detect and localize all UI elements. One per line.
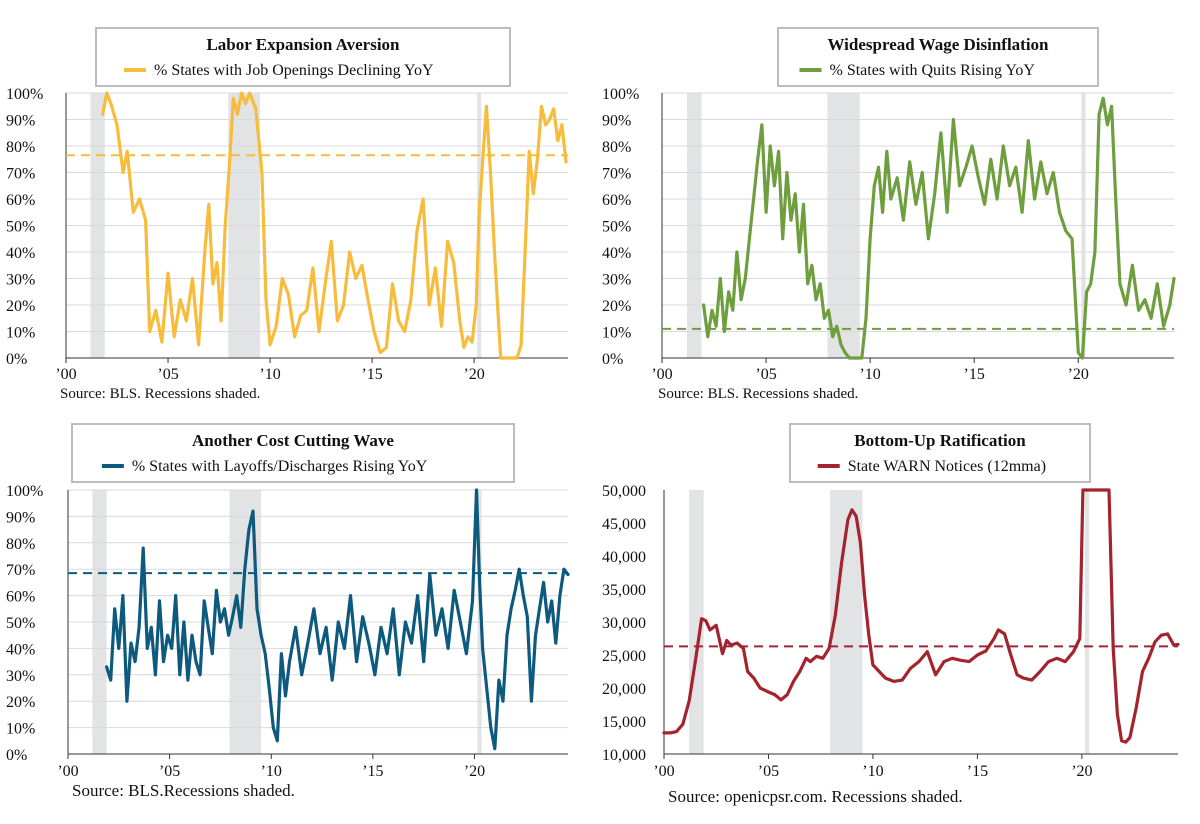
y-tick-label: 40,000	[602, 549, 646, 566]
legend-box	[71, 423, 515, 483]
y-tick-label: 70%	[6, 562, 35, 579]
y-tick-label: 10%	[602, 325, 631, 342]
y-tick-label: 20%	[6, 298, 35, 315]
y-tick-label: 80%	[6, 139, 35, 156]
y-tick-label: 50,000	[602, 483, 646, 500]
y-tick-label: 30%	[6, 668, 35, 685]
y-tick-label: 10,000	[602, 747, 646, 764]
y-tick-label: 100%	[6, 86, 43, 103]
x-tick-label: ’05	[159, 763, 180, 780]
legend-label: % States with Quits Rising YoY	[830, 62, 1036, 79]
x-tick-label: ’05	[157, 366, 178, 383]
y-tick-label: 70%	[602, 166, 631, 183]
y-tick-label: 40%	[6, 245, 35, 262]
legend-label: % States with Job Openings Declining YoY	[154, 62, 434, 79]
y-tick-label: 25,000	[602, 648, 646, 665]
legend-box	[95, 27, 511, 87]
x-tick-label: ’00	[653, 763, 674, 780]
y-tick-label: 30%	[6, 272, 35, 289]
legend-box	[777, 27, 1099, 87]
y-tick-label: 0%	[602, 351, 623, 368]
y-tick-label: 30,000	[602, 615, 646, 632]
y-tick-label: 100%	[602, 86, 639, 103]
series-line	[702, 96, 1176, 360]
y-tick-label: 10%	[6, 325, 35, 342]
y-tick-label: 50%	[6, 615, 35, 632]
recession-shade	[1085, 490, 1090, 754]
x-tick-label: ’20	[1071, 763, 1092, 780]
y-tick-label: 35,000	[602, 582, 646, 599]
y-tick-label: 90%	[602, 113, 631, 130]
chart-title: Bottom-Up Ratification	[854, 431, 1026, 450]
chart-panel-2: 0% 10% 20% 30% 40% 50% 60% 70% 80% 90% 100% ’00 ’05 ’…	[602, 27, 1176, 402]
x-tick-label: ’00	[55, 366, 76, 383]
y-tick-label: 50%	[602, 219, 631, 236]
legend-label: % States with Layoffs/Discharges Rising …	[132, 458, 428, 475]
y-tick-label: 15,000	[602, 714, 646, 731]
x-tick-label: ’10	[859, 366, 880, 383]
y-tick-label: 50%	[6, 219, 35, 236]
y-tick-label: 80%	[6, 536, 35, 553]
x-tick-label: ’10	[261, 763, 282, 780]
y-tick-label: 20%	[602, 298, 631, 315]
x-tick-label: ’05	[755, 366, 776, 383]
y-tick-label: 100%	[6, 483, 43, 500]
series-line	[101, 91, 568, 360]
y-tick-label: 60%	[602, 192, 631, 209]
y-tick-label: 30%	[602, 272, 631, 289]
chart-title: Widespread Wage Disinflation	[827, 35, 1049, 54]
x-tick-label: ’20	[1068, 366, 1089, 383]
chart-panel-3: 0% 10% 20% 30% 40% 50% 60% 70% 80% 90% 100% ’00 ’05 ’…	[6, 423, 570, 800]
x-tick-label: ’20	[464, 763, 485, 780]
source-note: Source: BLS. Recessions shaded.	[658, 386, 858, 402]
y-tick-label: 90%	[6, 113, 35, 130]
x-tick-label: ’10	[862, 763, 883, 780]
x-tick-label: ’05	[758, 763, 779, 780]
y-tick-label: 70%	[6, 166, 35, 183]
chart-title: Another Cost Cutting Wave	[192, 431, 394, 450]
source-note: Source: openicpsr.com. Recessions shaded…	[668, 787, 963, 806]
y-tick-label: 60%	[6, 589, 35, 606]
chart-panel-4: 10,000 15,000 20,000 25,000 30,000 35,000 40,0…	[602, 423, 1180, 806]
series-line	[662, 488, 1180, 744]
y-tick-label: 40%	[6, 641, 35, 658]
y-tick-label: 40%	[602, 245, 631, 262]
source-note: Source: BLS.Recessions shaded.	[72, 781, 295, 800]
y-tick-label: 0%	[6, 747, 27, 764]
chart-title: Labor Expansion Aversion	[206, 35, 400, 54]
y-tick-label: 10%	[6, 721, 35, 738]
legend-box	[789, 423, 1091, 483]
legend-label: State WARN Notices (12mma)	[848, 458, 1046, 475]
x-tick-label: ’15	[361, 366, 382, 383]
y-tick-label: 20,000	[602, 681, 646, 698]
y-tick-label: 90%	[6, 509, 35, 526]
source-note: Source: BLS. Recessions shaded.	[60, 386, 260, 402]
x-tick-label: ’00	[57, 763, 78, 780]
x-tick-label: ’10	[259, 366, 280, 383]
y-tick-label: 20%	[6, 694, 35, 711]
y-tick-label: 45,000	[602, 516, 646, 533]
series-line	[105, 488, 570, 751]
x-tick-label: ’15	[362, 763, 383, 780]
x-tick-label: ’15	[964, 366, 985, 383]
y-tick-label: 0%	[6, 351, 27, 368]
chart-panel-1: 0% 10% 20% 30% 40% 50% 60% 70% 80% 90% 100% ’00 ’05 ’…	[6, 27, 568, 402]
x-tick-label: ’20	[463, 366, 484, 383]
x-tick-label: ’00	[651, 366, 672, 383]
y-tick-label: 60%	[6, 192, 35, 209]
y-tick-label: 80%	[602, 139, 631, 156]
x-tick-label: ’15	[967, 763, 988, 780]
